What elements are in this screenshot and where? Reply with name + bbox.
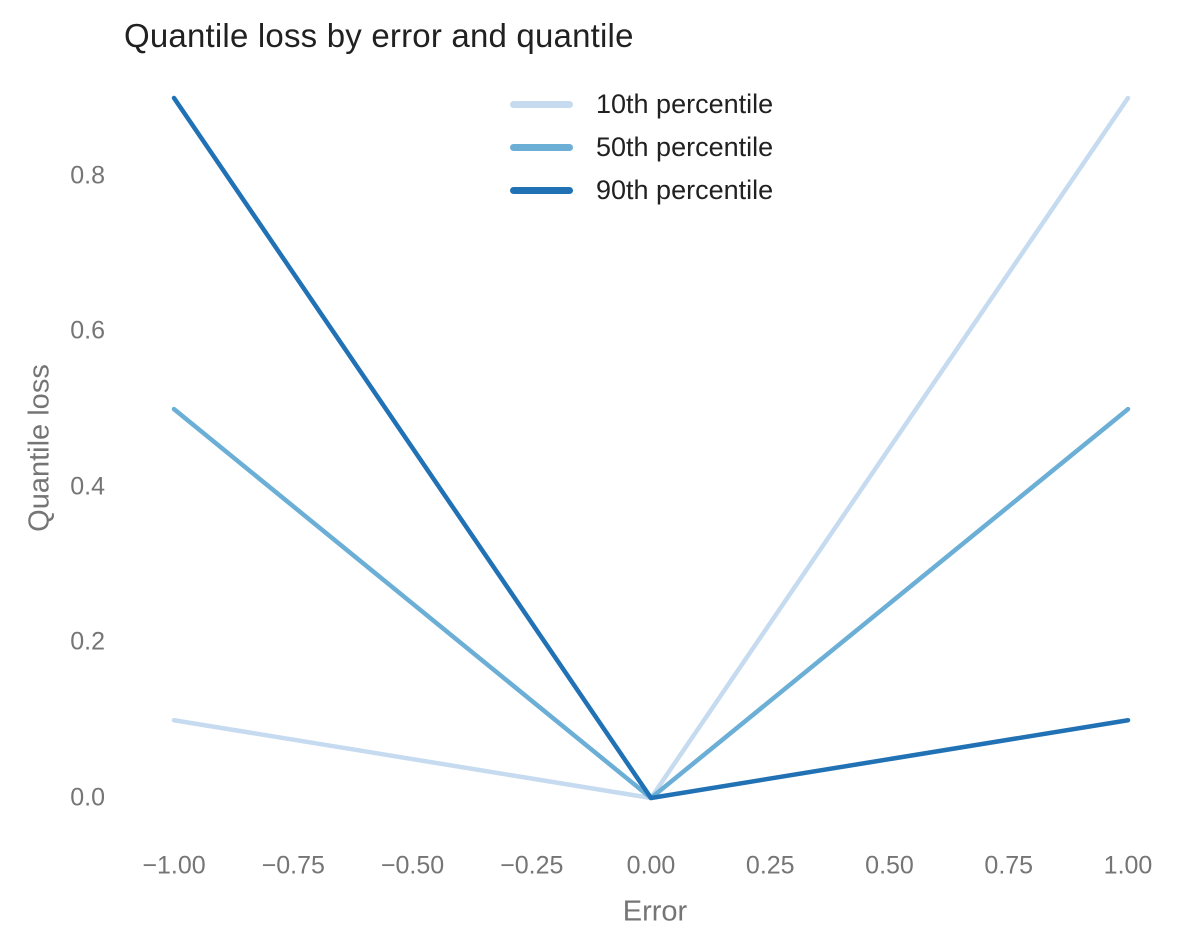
legend-entry: 90th percentile <box>510 169 773 212</box>
y-tick-label: 0.0 <box>70 783 105 812</box>
line-10th-percentile <box>171 95 1131 801</box>
x-tick-label: −0.50 <box>380 851 445 880</box>
x-tick-label: −0.25 <box>500 851 564 880</box>
x-tick-label: −0.75 <box>261 851 325 880</box>
legend-entry: 50th percentile <box>510 126 773 169</box>
y-axis-title: Quantile loss <box>23 364 56 532</box>
x-tick-label: 0.75 <box>984 851 1034 880</box>
legend-entry: 10th percentile <box>510 83 773 126</box>
x-tick-label: 0.25 <box>745 851 795 880</box>
x-axis-title: Error <box>622 895 688 928</box>
chart-title: Quantile loss by error and quantile <box>124 17 634 54</box>
line-50th-percentile <box>171 406 1131 801</box>
y-tick-label: 0.6 <box>70 316 105 345</box>
x-tick-label: 0.50 <box>865 851 914 880</box>
legend-line-swatch <box>510 187 573 194</box>
y-tick-label: 0.2 <box>70 627 105 656</box>
legend-label: 90th percentile <box>596 175 774 205</box>
legend-label: 50th percentile <box>596 132 774 162</box>
legend-line-swatch <box>510 101 573 108</box>
legend-label: 10th percentile <box>596 89 774 119</box>
x-tick-label: −1.00 <box>142 851 206 880</box>
legend: 10th percentile 50th percentile 90th perce… <box>510 83 773 212</box>
line-90th-percentile <box>171 95 1131 801</box>
x-tick-label: 0.00 <box>626 851 676 880</box>
legend-line-swatch <box>510 144 573 151</box>
y-tick-label: 0.4 <box>70 472 105 501</box>
x-tick-label: 1.00 <box>1103 851 1153 880</box>
y-tick-label: 0.8 <box>70 161 105 190</box>
